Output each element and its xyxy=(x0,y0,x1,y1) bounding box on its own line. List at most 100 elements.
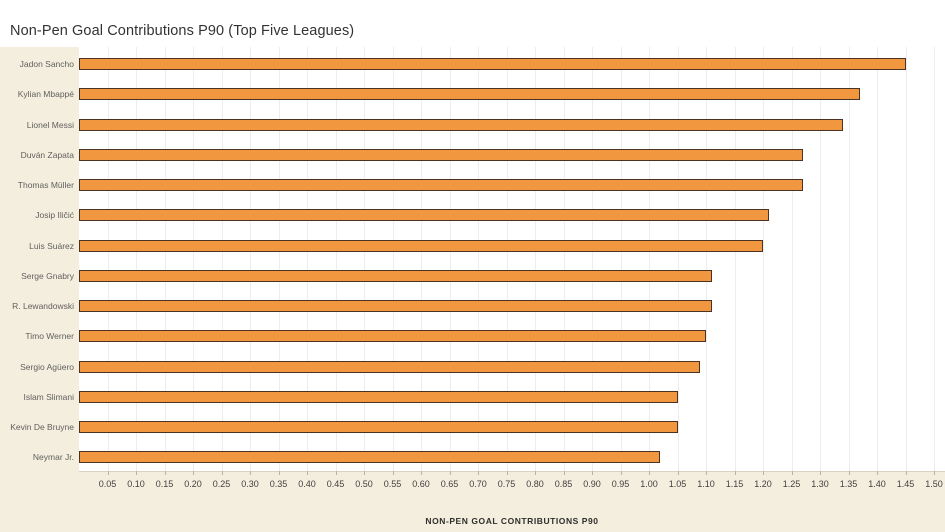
x-axis-tick xyxy=(905,471,907,475)
bar-row xyxy=(79,382,945,412)
x-axis-tick xyxy=(649,471,650,475)
y-axis-labels: Jadon Sancho Kylian Mbappé Lionel Messi Duv… xyxy=(0,47,79,471)
x-axis-tick-label: 0.15 xyxy=(155,479,174,489)
y-axis-tick-label: R. Lewandowski xyxy=(12,301,74,312)
y-axis-tick-label: Kevin De Bruyne xyxy=(10,422,74,433)
x-axis-tick xyxy=(136,471,137,475)
bar[interactable] xyxy=(79,179,803,191)
bar[interactable] xyxy=(79,451,661,464)
x-axis-tick xyxy=(620,471,622,475)
gridline xyxy=(763,47,764,471)
gridline xyxy=(820,47,821,471)
bar[interactable] xyxy=(79,239,763,252)
x-axis-tick xyxy=(677,471,679,475)
bar[interactable] xyxy=(79,330,706,343)
y-axis-tick-label: Jadon Sancho xyxy=(19,59,74,70)
x-axis-tick xyxy=(506,471,508,475)
x-axis-tick-label: 1.05 xyxy=(668,479,687,489)
x-axis-title: NON-PEN GOAL CONTRIBUTIONS P90 xyxy=(79,516,945,526)
bar-row xyxy=(79,231,945,261)
gridline xyxy=(107,47,109,471)
bar-row xyxy=(79,49,945,79)
gridline xyxy=(734,47,736,471)
x-axis-tick xyxy=(763,471,764,475)
y-axis-tick-label: Lionel Messi xyxy=(26,119,74,130)
x-axis-tick xyxy=(392,471,394,475)
x-axis-tick xyxy=(820,471,821,475)
bar[interactable] xyxy=(79,269,712,282)
x-axis-tick xyxy=(791,471,793,475)
x-axis-tick xyxy=(877,471,878,475)
bar[interactable] xyxy=(79,148,803,161)
x-axis-tick-label: 0.20 xyxy=(184,479,202,489)
gridline xyxy=(620,47,622,471)
x-axis-tick xyxy=(364,471,365,475)
x-axis-tick-label: 1.25 xyxy=(782,479,801,489)
plot-area xyxy=(79,47,945,471)
bar-row xyxy=(79,412,945,442)
gridline xyxy=(677,47,679,471)
x-axis-tick-label: 1.15 xyxy=(725,479,744,489)
x-axis-tick-label: 0.35 xyxy=(269,479,288,489)
gridline xyxy=(592,47,593,471)
x-axis-tick-label: 0.55 xyxy=(383,479,402,489)
bar[interactable] xyxy=(79,88,860,101)
x-axis-tick-label: 1.00 xyxy=(640,479,658,489)
bar-row xyxy=(79,291,945,321)
bar[interactable] xyxy=(79,209,769,222)
gridline xyxy=(506,47,508,471)
bar[interactable] xyxy=(79,58,906,70)
x-axis-tick-label: 1.35 xyxy=(839,479,858,489)
gridline xyxy=(193,47,194,471)
bar[interactable] xyxy=(79,118,843,131)
x-axis-strip: 0.05 0.10 0.15 0.20 0.25 0.30 0.35 0.40 0.45 0.50… xyxy=(0,471,945,532)
gridline xyxy=(278,47,280,471)
x-axis-tick-label: 1.45 xyxy=(896,479,915,489)
y-axis-tick-label: Thomas Müller xyxy=(17,180,74,191)
x-axis-line xyxy=(79,471,945,472)
y-axis-tick-label: Duván Zapata xyxy=(20,149,74,160)
bar[interactable] xyxy=(79,300,712,312)
gridline xyxy=(136,47,137,471)
x-axis-tick xyxy=(848,471,850,475)
x-axis-tick xyxy=(563,471,565,475)
gridline xyxy=(791,47,793,471)
bar[interactable] xyxy=(79,421,678,433)
x-axis-tick-label: 0.45 xyxy=(326,479,345,489)
bar-row xyxy=(79,261,945,291)
bar-row xyxy=(79,442,945,471)
bar-row xyxy=(79,170,945,200)
x-axis-tick xyxy=(449,471,451,475)
gridline xyxy=(563,47,565,471)
x-axis-tick xyxy=(164,471,166,475)
x-axis-tick-label: 0.05 xyxy=(98,479,117,489)
x-axis-tick-label: 1.20 xyxy=(754,479,772,489)
x-axis-tick-label: 0.40 xyxy=(298,479,316,489)
gridline xyxy=(335,47,337,471)
page-title: Non-Pen Goal Contributions P90 (Top Five… xyxy=(10,23,355,39)
bar-series xyxy=(79,47,945,471)
gridlines xyxy=(79,47,945,471)
x-axis-tick xyxy=(335,471,337,475)
x-axis-tick-label: 0.60 xyxy=(412,479,430,489)
gridline xyxy=(848,47,850,471)
gridline xyxy=(535,47,536,471)
y-axis-tick-label: Luis Suárez xyxy=(29,240,74,251)
bar[interactable] xyxy=(79,390,678,403)
bar-row xyxy=(79,140,945,170)
x-axis-tick xyxy=(107,471,109,475)
x-axis-tick-label: 0.70 xyxy=(469,479,487,489)
x-axis-tick-label: 0.95 xyxy=(611,479,630,489)
x-axis-tick xyxy=(592,471,593,475)
x-axis-tick xyxy=(278,471,280,475)
bar-row xyxy=(79,352,945,382)
x-axis-tick xyxy=(193,471,194,475)
y-axis-tick-label: Sergio Agüero xyxy=(20,361,74,372)
x-axis-tick xyxy=(706,471,707,475)
x-axis-tick-label: 0.85 xyxy=(554,479,573,489)
x-axis-tick-label: 0.75 xyxy=(497,479,516,489)
x-axis-tick-label: 0.80 xyxy=(526,479,544,489)
bar[interactable] xyxy=(79,360,701,373)
x-axis-tick-label: 0.65 xyxy=(440,479,459,489)
y-axis-gutter xyxy=(0,47,79,471)
